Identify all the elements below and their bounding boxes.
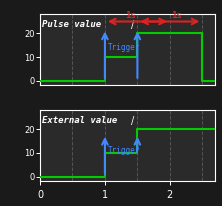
Text: Trigger: Trigger [108, 43, 141, 52]
Text: Trigger: Trigger [108, 146, 141, 155]
Text: /: / [131, 20, 134, 30]
Text: 1s: 1s [125, 11, 136, 20]
Text: External value: External value [42, 116, 117, 125]
Text: Pulse value: Pulse value [42, 20, 101, 29]
Text: 1s: 1s [171, 11, 182, 20]
Text: /: / [131, 116, 134, 126]
